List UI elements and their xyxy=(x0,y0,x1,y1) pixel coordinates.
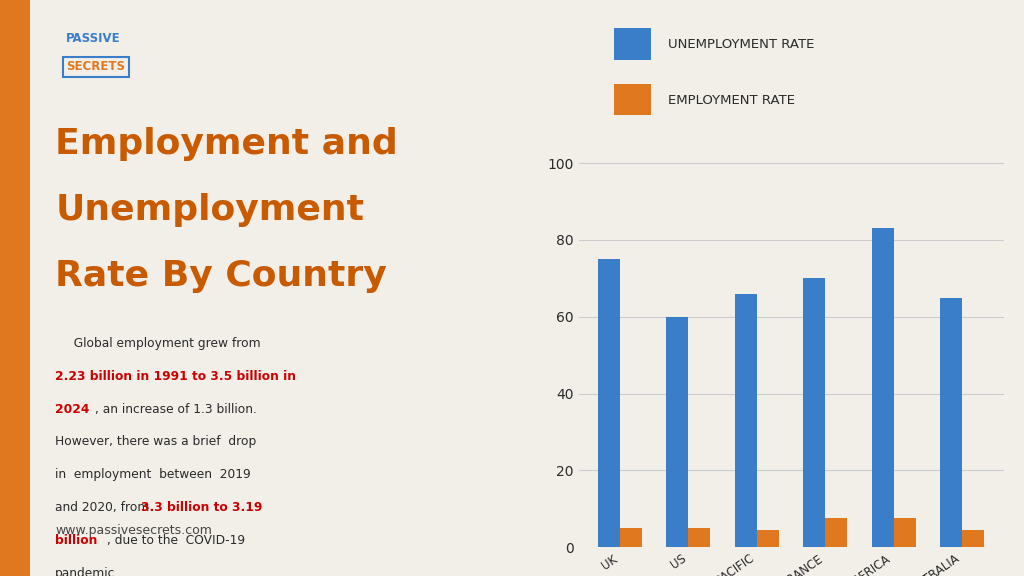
Bar xyxy=(0,0,31,576)
Bar xyxy=(614,28,651,60)
Bar xyxy=(894,518,915,547)
Text: , an increase of 1.3 billion.: , an increase of 1.3 billion. xyxy=(95,403,257,416)
Bar xyxy=(614,84,651,115)
Text: SECRETS: SECRETS xyxy=(67,60,125,74)
Text: Rate By Country: Rate By Country xyxy=(55,259,387,293)
Bar xyxy=(688,528,711,547)
Bar xyxy=(825,518,847,547)
Bar xyxy=(940,298,963,547)
Text: Global employment grew from: Global employment grew from xyxy=(67,337,261,350)
Bar xyxy=(871,229,894,547)
Bar xyxy=(963,530,984,547)
Text: in  employment  between  2019: in employment between 2019 xyxy=(55,468,251,482)
Text: EMPLOYMENT RATE: EMPLOYMENT RATE xyxy=(668,94,795,107)
Bar xyxy=(735,294,757,547)
Text: pandemic: pandemic xyxy=(55,567,116,576)
Text: 3.3 billion to 3.19: 3.3 billion to 3.19 xyxy=(141,501,262,514)
Bar xyxy=(620,528,642,547)
Text: UNEMPLOYMENT RATE: UNEMPLOYMENT RATE xyxy=(668,38,814,51)
Bar xyxy=(804,278,825,547)
Text: Unemployment: Unemployment xyxy=(55,193,365,227)
Text: , due to the  COVID-19: , due to the COVID-19 xyxy=(106,534,245,547)
Text: www.passivesecrets.com: www.passivesecrets.com xyxy=(55,524,212,537)
Bar xyxy=(598,259,620,547)
Text: billion: billion xyxy=(55,534,97,547)
Text: 2.23 billion in 1991 to 3.5 billion in: 2.23 billion in 1991 to 3.5 billion in xyxy=(55,370,296,383)
Text: and 2020, from: and 2020, from xyxy=(55,501,154,514)
Text: PASSIVE: PASSIVE xyxy=(67,32,121,45)
Text: 2024: 2024 xyxy=(55,403,90,416)
Bar xyxy=(757,530,778,547)
Text: However, there was a brief  drop: However, there was a brief drop xyxy=(55,435,257,449)
Text: Employment and: Employment and xyxy=(55,127,398,161)
Bar xyxy=(667,317,688,547)
